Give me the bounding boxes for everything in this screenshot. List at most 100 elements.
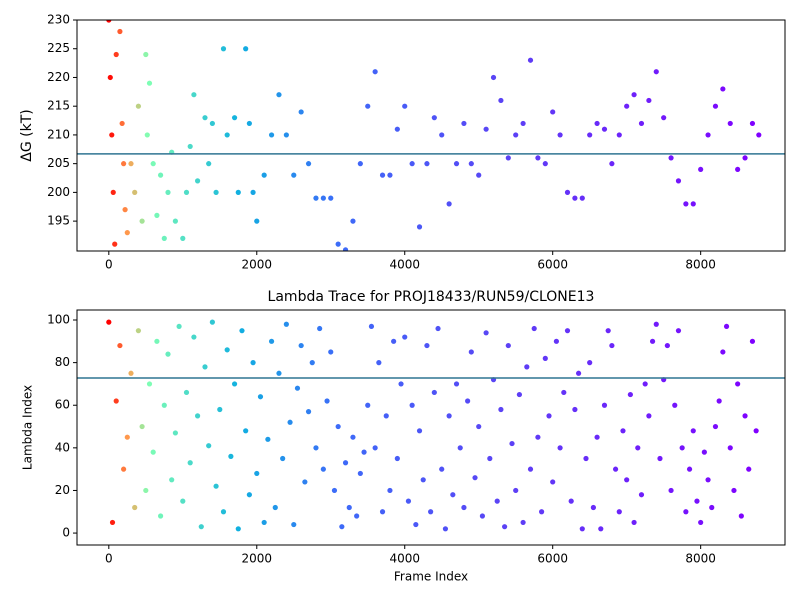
data-point [620, 428, 626, 434]
data-point [513, 487, 519, 494]
data-point [305, 161, 312, 167]
data-point [465, 398, 471, 404]
data-point [483, 330, 489, 336]
data-point [594, 434, 600, 440]
data-point [442, 526, 449, 532]
data-point [365, 103, 371, 109]
data-point [627, 391, 633, 398]
data-point [313, 445, 319, 451]
data-point [635, 445, 641, 451]
data-point [121, 161, 127, 167]
data-point [117, 28, 123, 35]
data-point [124, 230, 130, 236]
data-point [502, 524, 508, 530]
data-point [409, 161, 415, 167]
data-point [738, 513, 744, 519]
data-point [298, 342, 304, 349]
data-point [398, 381, 404, 387]
data-point [206, 443, 212, 449]
data-point [457, 445, 463, 451]
data-point [742, 155, 748, 161]
data-point [198, 524, 204, 530]
data-point [354, 513, 360, 519]
x-tick-label: 0 [105, 258, 113, 272]
data-point [609, 161, 615, 167]
data-point [746, 466, 752, 472]
data-point [435, 325, 441, 332]
data-point [553, 338, 559, 344]
data-point [172, 430, 178, 436]
data-point [542, 355, 548, 361]
data-point [587, 132, 593, 138]
data-point [209, 319, 215, 325]
y-tick-label: 60 [55, 398, 70, 412]
data-point [402, 103, 408, 109]
data-point [431, 115, 437, 121]
y-axis-label: Lambda Index [21, 385, 35, 470]
data-point [731, 487, 737, 494]
data-point [154, 212, 160, 218]
data-point [146, 80, 153, 86]
data-point [317, 325, 323, 332]
data-point [106, 20, 112, 23]
data-point [468, 161, 474, 167]
data-point [283, 321, 289, 327]
data-point [756, 132, 762, 138]
data-point [727, 120, 733, 127]
data-point [709, 504, 715, 511]
data-point [231, 381, 238, 387]
data-point [683, 509, 689, 515]
data-point [379, 509, 386, 515]
data-point [113, 51, 119, 58]
data-point [428, 509, 434, 515]
x-tick-label: 4000 [389, 552, 420, 566]
data-point [254, 218, 260, 224]
data-point [568, 498, 574, 504]
y-tick-label: 220 [47, 70, 70, 84]
data-point [394, 455, 400, 462]
data-point [202, 364, 208, 370]
data-point [357, 161, 363, 167]
data-point [675, 328, 682, 334]
data-point [575, 370, 582, 376]
data-point [394, 126, 400, 132]
data-point [557, 132, 563, 138]
data-point [420, 477, 426, 483]
data-point [276, 92, 282, 98]
data-point [122, 207, 128, 213]
data-point [612, 466, 619, 472]
data-point [516, 391, 523, 398]
data-point [187, 143, 193, 150]
data-point [539, 509, 545, 515]
data-point [235, 189, 241, 195]
data-point [250, 360, 256, 366]
data-point [294, 385, 301, 391]
data-point [172, 218, 178, 224]
data-point [698, 519, 704, 526]
data-point [542, 161, 548, 167]
x-tick-label: 2000 [242, 258, 273, 272]
data-point [224, 347, 230, 353]
data-point [109, 519, 116, 526]
x-axis-label: Frame Index [394, 570, 468, 584]
data-point [572, 195, 578, 201]
data-point [479, 513, 486, 519]
data-point [735, 166, 741, 173]
data-point [490, 74, 497, 81]
y-tick-label: 200 [47, 185, 70, 199]
data-point [675, 178, 682, 184]
data-point [180, 235, 186, 241]
data-point [550, 479, 556, 485]
data-point [557, 445, 563, 451]
data-point [712, 103, 719, 109]
data-point [150, 449, 156, 455]
data-point [646, 97, 652, 104]
data-point [331, 487, 338, 494]
data-point [405, 498, 412, 504]
data-point [624, 477, 630, 483]
data-point [579, 526, 585, 532]
data-point [320, 466, 326, 472]
data-point [246, 120, 252, 127]
y-tick-label: 40 [55, 440, 70, 454]
